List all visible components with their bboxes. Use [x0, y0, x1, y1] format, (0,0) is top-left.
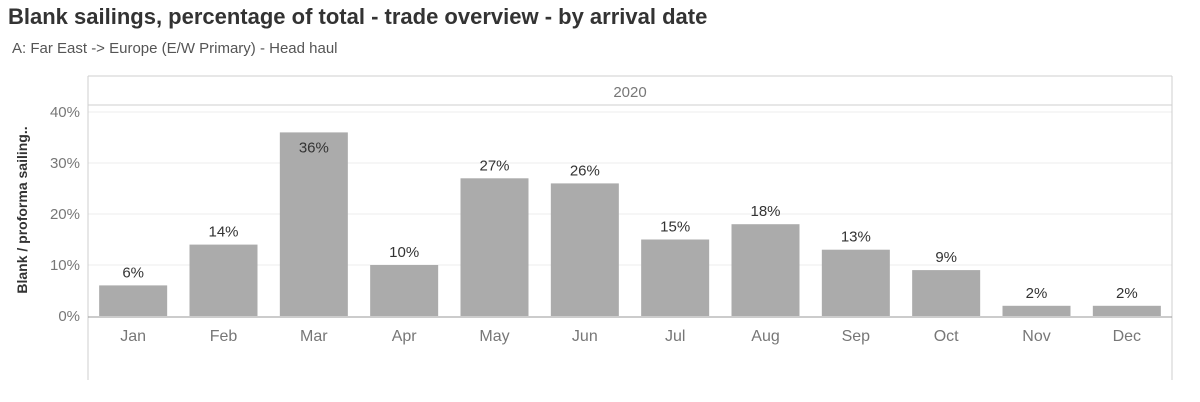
x-tick-label: Dec	[1113, 328, 1141, 345]
chart-title: Blank sailings, percentage of total - tr…	[8, 4, 708, 29]
x-tick-label: Feb	[210, 328, 238, 345]
x-tick-label: May	[479, 328, 509, 345]
y-tick-label: 40%	[50, 104, 80, 121]
bar-jul	[641, 239, 710, 316]
y-tick-label: 20%	[50, 206, 80, 223]
bar-aug	[731, 224, 800, 316]
bar-sep	[821, 249, 890, 316]
x-tick-label: Oct	[934, 328, 959, 345]
bar-oct	[912, 270, 981, 316]
bar-value-label: 27%	[479, 157, 509, 174]
y-axis-label: Blank / proforma sailing..	[14, 126, 30, 293]
x-tick-label: Jul	[665, 328, 685, 345]
bar-value-label: 26%	[570, 162, 600, 179]
bar-value-label: 18%	[750, 203, 780, 220]
bar-mar	[279, 132, 348, 316]
bar-value-label: 2%	[1026, 285, 1048, 302]
y-tick-label: 10%	[50, 257, 80, 274]
bar-value-label: 2%	[1116, 285, 1138, 302]
bar-apr	[370, 265, 439, 316]
x-tick-label: Aug	[751, 328, 779, 345]
bar-jan	[99, 285, 168, 316]
bar-dec	[1092, 305, 1161, 316]
bar-feb	[189, 244, 258, 316]
x-tick-label: Jan	[120, 328, 146, 345]
chart-subtitle: A: Far East -> Europe (E/W Primary) - He…	[12, 40, 338, 57]
bar-value-label: 13%	[841, 229, 871, 246]
bar-nov	[1002, 305, 1071, 316]
bar-value-label: 14%	[208, 224, 238, 241]
bar-value-label: 15%	[660, 219, 690, 236]
x-tick-label: Jun	[572, 328, 598, 345]
bar-value-label: 9%	[935, 249, 957, 266]
y-tick-label: 0%	[58, 308, 80, 325]
x-tick-label: Nov	[1022, 328, 1050, 345]
x-tick-label: Apr	[392, 328, 418, 345]
bar-may	[460, 178, 529, 316]
column-header-label: 2020	[613, 84, 646, 101]
bar-value-label: 36%	[299, 139, 329, 156]
x-tick-label: Sep	[842, 328, 871, 345]
bar-value-label: 10%	[389, 244, 419, 261]
x-tick-label: Mar	[300, 328, 328, 345]
y-tick-label: 30%	[50, 155, 80, 172]
bar-value-label: 6%	[122, 264, 144, 281]
bar-jun	[550, 183, 619, 316]
